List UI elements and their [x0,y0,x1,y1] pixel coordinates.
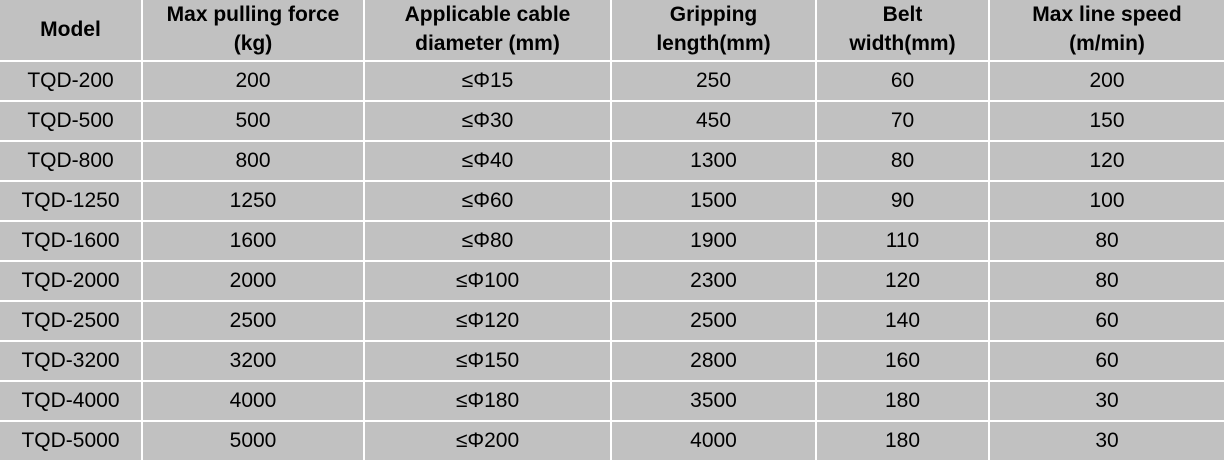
header-cell-max-pulling-force: Max pulling force (kg) [143,0,365,62]
cell-belt-width: 80 [817,142,990,182]
cell-belt-width: 110 [817,222,990,262]
cell-cable-diameter: ≤Φ180 [365,382,612,422]
cell-max-pulling-force: 5000 [143,422,365,462]
cell-model: TQD-200 [0,62,143,102]
cell-gripping-length: 1300 [612,142,817,182]
cell-max-pulling-force: 2000 [143,262,365,302]
header-cell-max-line-speed: Max line speed (m/min) [990,0,1224,62]
header-label: Gripping [669,3,758,27]
cell-cable-diameter: ≤Φ200 [365,422,612,462]
header-label: Belt [882,3,923,27]
cell-max-pulling-force: 1600 [143,222,365,262]
cell-model: TQD-4000 [0,382,143,422]
cell-max-line-speed: 80 [990,222,1224,262]
cell-gripping-length: 250 [612,62,817,102]
cell-model: TQD-1600 [0,222,143,262]
cell-belt-width: 180 [817,422,990,462]
header-cell-model: Model [0,0,143,62]
cell-belt-width: 180 [817,382,990,422]
cell-max-pulling-force: 2500 [143,302,365,342]
cell-gripping-length: 2800 [612,342,817,382]
cell-cable-diameter: ≤Φ30 [365,102,612,142]
cell-gripping-length: 1500 [612,182,817,222]
table-row: TQD-500 500 ≤Φ30 450 70 150 [0,102,1224,142]
cell-gripping-length: 450 [612,102,817,142]
cell-max-line-speed: 200 [990,62,1224,102]
table-row: TQD-1600 1600 ≤Φ80 1900 110 80 [0,222,1224,262]
header-label: Max line speed [1032,3,1182,27]
table-row: TQD-200 200 ≤Φ15 250 60 200 [0,62,1224,102]
header-label: width(mm) [849,32,956,55]
cell-max-pulling-force: 800 [143,142,365,182]
header-cell-cable-diameter: Applicable cable diameter (mm) [365,0,612,62]
cell-belt-width: 140 [817,302,990,342]
cell-cable-diameter: ≤Φ150 [365,342,612,382]
table-row: TQD-2000 2000 ≤Φ100 2300 120 80 [0,262,1224,302]
cell-model: TQD-2000 [0,262,143,302]
cell-max-pulling-force: 4000 [143,382,365,422]
cell-model: TQD-1250 [0,182,143,222]
cell-cable-diameter: ≤Φ80 [365,222,612,262]
cell-max-pulling-force: 3200 [143,342,365,382]
header-row: Model Max pulling force (kg) Applicable … [0,0,1224,62]
table-row: TQD-1250 1250 ≤Φ60 1500 90 100 [0,182,1224,222]
header-cell-belt-width: Belt width(mm) [817,0,990,62]
cell-max-line-speed: 80 [990,262,1224,302]
cell-model: TQD-5000 [0,422,143,462]
cell-gripping-length: 1900 [612,222,817,262]
cell-max-pulling-force: 200 [143,62,365,102]
header-label: diameter (mm) [415,32,560,55]
table-row: TQD-3200 3200 ≤Φ150 2800 160 60 [0,342,1224,382]
header-label: (kg) [233,32,273,55]
cell-max-line-speed: 30 [990,422,1224,462]
table-row: TQD-5000 5000 ≤Φ200 4000 180 30 [0,422,1224,462]
cell-gripping-length: 2300 [612,262,817,302]
header-label: Max pulling force [166,3,340,27]
table-row: TQD-800 800 ≤Φ40 1300 80 120 [0,142,1224,182]
cell-max-line-speed: 150 [990,102,1224,142]
cell-cable-diameter: ≤Φ60 [365,182,612,222]
cell-max-pulling-force: 500 [143,102,365,142]
cell-belt-width: 60 [817,62,990,102]
cell-belt-width: 160 [817,342,990,382]
cell-gripping-length: 4000 [612,422,817,462]
cell-max-line-speed: 60 [990,342,1224,382]
table-row: TQD-2500 2500 ≤Φ120 2500 140 60 [0,302,1224,342]
cell-model: TQD-2500 [0,302,143,342]
header-label: Model [40,17,101,41]
cell-max-line-speed: 100 [990,182,1224,222]
cell-max-line-speed: 120 [990,142,1224,182]
cell-max-line-speed: 60 [990,302,1224,342]
cell-model: TQD-800 [0,142,143,182]
cell-cable-diameter: ≤Φ100 [365,262,612,302]
cell-gripping-length: 3500 [612,382,817,422]
cell-model: TQD-3200 [0,342,143,382]
cell-cable-diameter: ≤Φ120 [365,302,612,342]
cell-cable-diameter: ≤Φ15 [365,62,612,102]
header-label: Applicable cable [404,3,571,27]
header-label: length(mm) [656,32,771,55]
cell-belt-width: 120 [817,262,990,302]
cell-gripping-length: 2500 [612,302,817,342]
header-label: (m/min) [1069,32,1145,55]
cell-max-pulling-force: 1250 [143,182,365,222]
cell-belt-width: 70 [817,102,990,142]
cell-max-line-speed: 30 [990,382,1224,422]
cell-cable-diameter: ≤Φ40 [365,142,612,182]
header-cell-gripping-length: Gripping length(mm) [612,0,817,62]
cell-model: TQD-500 [0,102,143,142]
table-row: TQD-4000 4000 ≤Φ180 3500 180 30 [0,382,1224,422]
cell-belt-width: 90 [817,182,990,222]
